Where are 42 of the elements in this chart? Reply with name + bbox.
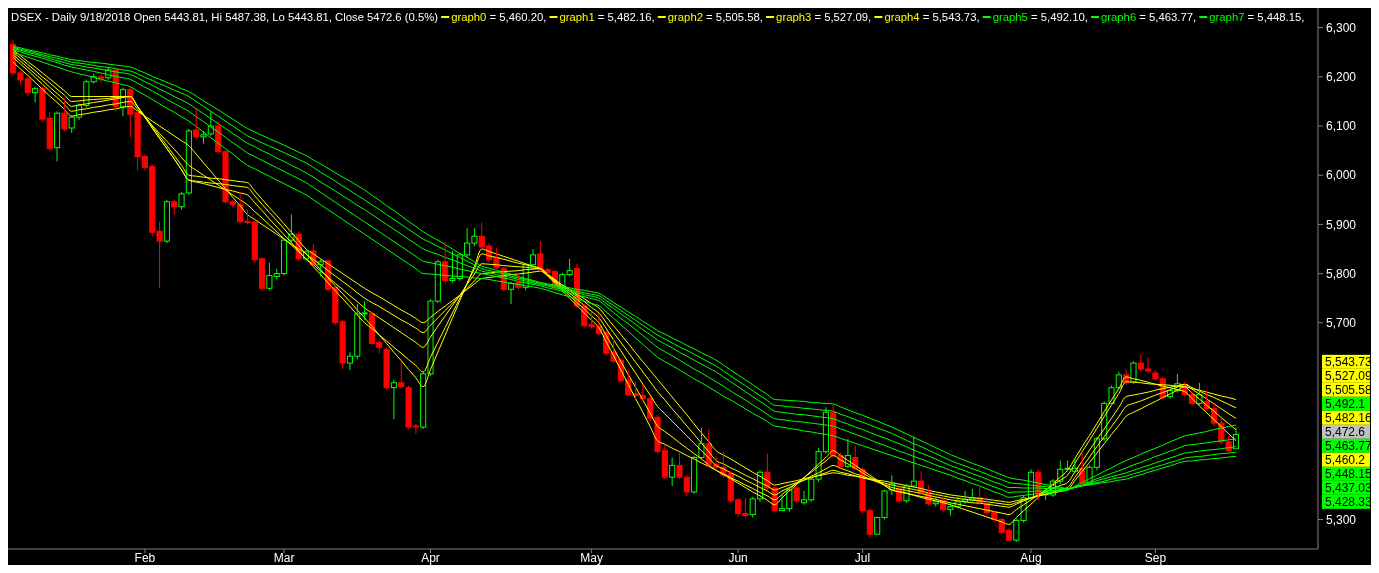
chart-title: DSEX - Daily 9/18/2018 Open 5443.81, Hi 5487.38, Lo 5443.81, Close 5472.6 (0.5%) [11, 11, 439, 23]
x-tick-label: Apr [421, 551, 440, 565]
legend-label: graph0 [451, 11, 487, 23]
y-tick-label: 6,300 [1326, 20, 1357, 35]
x-tick-label: Sep [1144, 551, 1167, 565]
text: 5,448.15 [1325, 467, 1373, 482]
text: 5,437.03 [1325, 481, 1373, 496]
text: 5,492.1 [1325, 397, 1366, 412]
x-tick-label: May [580, 551, 603, 565]
annotation: = 5,460.20, [489, 11, 547, 23]
text: 5,527.09 [1325, 369, 1373, 384]
legend-label: graph5 [992, 11, 1028, 23]
legend-label: graph4 [884, 11, 920, 23]
x-tick-label: Feb [134, 551, 156, 565]
y-tick-label: 5,800 [1326, 266, 1357, 281]
text: 5,482.16 [1325, 411, 1373, 426]
annotation: = 5,505.58, [706, 11, 763, 23]
x-tick-label: Aug [1020, 551, 1042, 565]
text: 5,460.2 [1325, 453, 1366, 468]
y-tick-label: 6,100 [1326, 119, 1357, 134]
y-tick-label: 6,000 [1326, 168, 1357, 183]
legend-label: graph2 [667, 11, 703, 23]
x-tick-label: Jul [854, 551, 871, 565]
y-tick-label: 5,300 [1326, 512, 1357, 527]
legend-label: graph6 [1101, 11, 1137, 23]
annotation: = 5,482.16, [597, 11, 655, 23]
text: = 5,448.15, [1247, 11, 1305, 23]
annotation: = 5,527.09, [814, 11, 872, 23]
text: 5,505.58 [1325, 383, 1373, 398]
annotation: = 5,543.73, [922, 11, 980, 23]
x-tick-label: Jun [728, 551, 748, 565]
annotation: = 5,492.10, [1031, 11, 1088, 23]
legend-label: graph3 [776, 11, 812, 23]
x-tick-label: Mar [273, 551, 295, 565]
y-tick-label: 5,700 [1326, 315, 1357, 330]
y-tick-label: 5,900 [1326, 217, 1357, 232]
text: 5,472.6 [1325, 425, 1366, 440]
text: 5,463.77 [1325, 439, 1373, 454]
annotation: = 5,463.77, [1139, 11, 1197, 23]
legend-label: graph1 [559, 11, 595, 23]
legend-label: graph7 [1209, 11, 1245, 23]
y-tick-label: 6,200 [1326, 70, 1357, 85]
